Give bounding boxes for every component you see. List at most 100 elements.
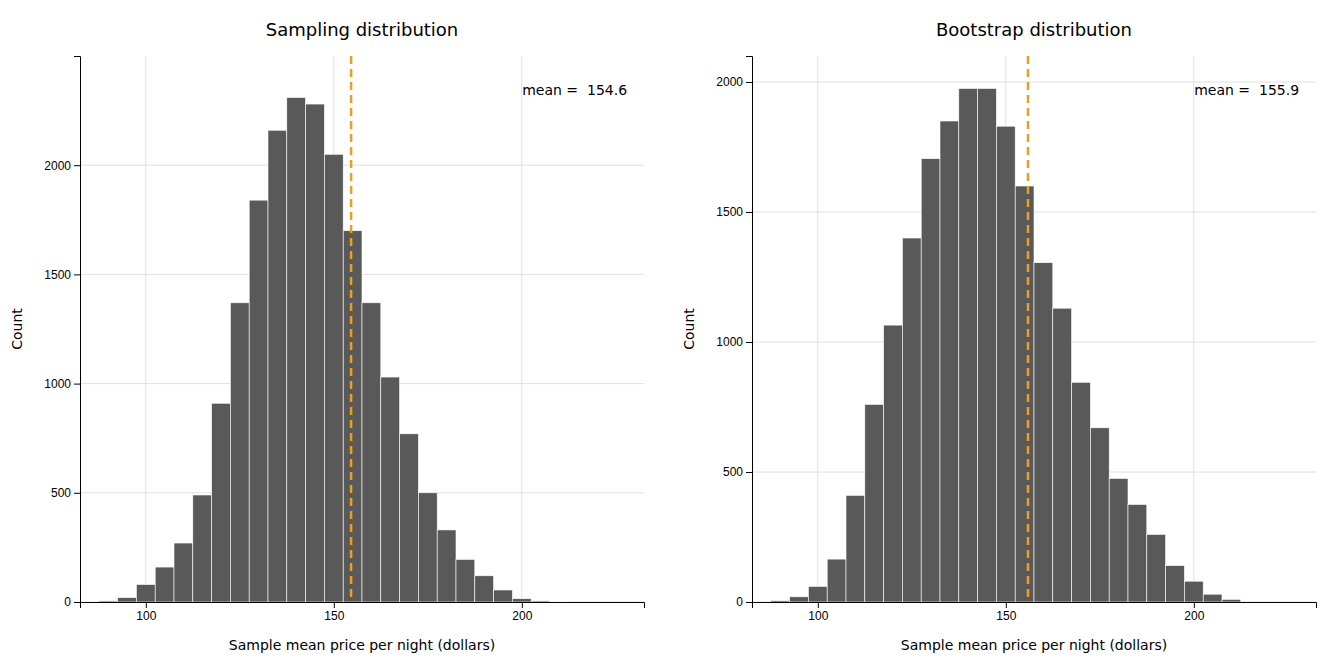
tick: 150 (324, 602, 344, 623)
tick: 500 (723, 465, 752, 479)
bar (362, 303, 381, 602)
bar (550, 601, 569, 602)
bar (118, 598, 137, 602)
tick-label: 200 (512, 609, 532, 623)
tick: 1500 (716, 205, 752, 219)
bar (268, 130, 287, 602)
bar (884, 325, 903, 602)
grid (752, 56, 1316, 602)
bar (381, 377, 400, 602)
tick-label: 500 (51, 486, 71, 500)
bar (1090, 428, 1109, 602)
bar (1053, 308, 1072, 602)
tick-mark (74, 493, 80, 494)
grid-line-x (521, 56, 522, 602)
bar (790, 597, 809, 602)
tick-label: 2000 (44, 159, 71, 173)
tick: 1000 (44, 377, 80, 391)
tick: 200 (1184, 602, 1204, 623)
tick: 1000 (716, 335, 752, 349)
bar (324, 154, 343, 602)
y-axis-title: Count (9, 308, 25, 350)
bar (940, 121, 959, 602)
tick: 0 (736, 595, 752, 609)
x-axis-title: Sample mean price per night (dollars) (229, 637, 495, 653)
y-axis-title: Count (681, 308, 697, 350)
grid-line-x (817, 56, 818, 602)
axis-line (746, 57, 753, 603)
mean-line (1027, 56, 1030, 602)
tick-mark (746, 82, 752, 83)
bar (512, 599, 531, 602)
bar (1015, 186, 1034, 602)
bar (494, 590, 513, 602)
bar (808, 586, 827, 602)
tick-label: 200 (1184, 609, 1204, 623)
bar (99, 601, 118, 602)
bar (1203, 594, 1222, 602)
annotation: mean = 155.9 (1194, 82, 1299, 98)
tick-mark (522, 602, 523, 608)
grid-line-x (1193, 56, 1194, 602)
bar (174, 543, 193, 602)
panel: 1001502000500100015002000Bootstrap distr… (681, 19, 1317, 653)
bar (155, 567, 174, 602)
axis-line (74, 57, 81, 603)
bar (1166, 566, 1185, 602)
tick-mark (1006, 602, 1007, 608)
bar (230, 303, 249, 602)
tick-mark (746, 342, 752, 343)
bar (287, 97, 306, 602)
bar (306, 104, 325, 602)
bar (249, 200, 268, 602)
tick-label: 1500 (44, 268, 71, 282)
bar (996, 126, 1015, 602)
bar (1128, 505, 1147, 603)
grid-line-x (145, 56, 146, 602)
bar (1034, 263, 1053, 602)
tick-label: 0 (736, 595, 743, 609)
bar (400, 434, 419, 602)
bar (193, 495, 212, 602)
bar (1184, 581, 1203, 602)
x-axis-title: Sample mean price per night (dollars) (901, 637, 1167, 653)
y-axis: 0500100015002000 (716, 57, 752, 610)
grid-line-y (80, 165, 644, 166)
bar (1072, 382, 1091, 602)
bar (418, 493, 437, 602)
y-axis: 0500100015002000 (44, 57, 80, 610)
axis-line (753, 603, 1317, 609)
tick-mark (74, 274, 80, 275)
tick-label: 1000 (44, 377, 71, 391)
grid (80, 56, 644, 602)
bar (752, 601, 771, 602)
bar (136, 585, 155, 602)
bar (1222, 599, 1241, 602)
bar (343, 231, 362, 602)
tick-label: 500 (723, 465, 743, 479)
bar (921, 159, 940, 602)
bar (771, 601, 790, 602)
tick-mark (746, 212, 752, 213)
tick-mark (746, 602, 752, 603)
mean-line (350, 56, 353, 602)
bar (456, 559, 475, 602)
tick-mark (746, 472, 752, 473)
bar (437, 530, 456, 602)
bar (531, 601, 550, 602)
annotation: mean = 154.6 (522, 82, 627, 98)
bar (475, 576, 494, 602)
tick: 1500 (44, 268, 80, 282)
bar (978, 89, 997, 603)
plot-area (80, 56, 569, 602)
panel: 1001502000500100015002000Sampling distri… (9, 19, 645, 653)
tick-mark (334, 602, 335, 608)
bar (80, 601, 99, 602)
axis-line (81, 603, 645, 609)
bar (902, 238, 921, 602)
tick-mark (74, 384, 80, 385)
x-axis: 100150200 (81, 602, 645, 623)
tick-mark (74, 602, 80, 603)
tick-mark (146, 602, 147, 608)
figure: 1001502000500100015002000Sampling distri… (0, 0, 1344, 672)
